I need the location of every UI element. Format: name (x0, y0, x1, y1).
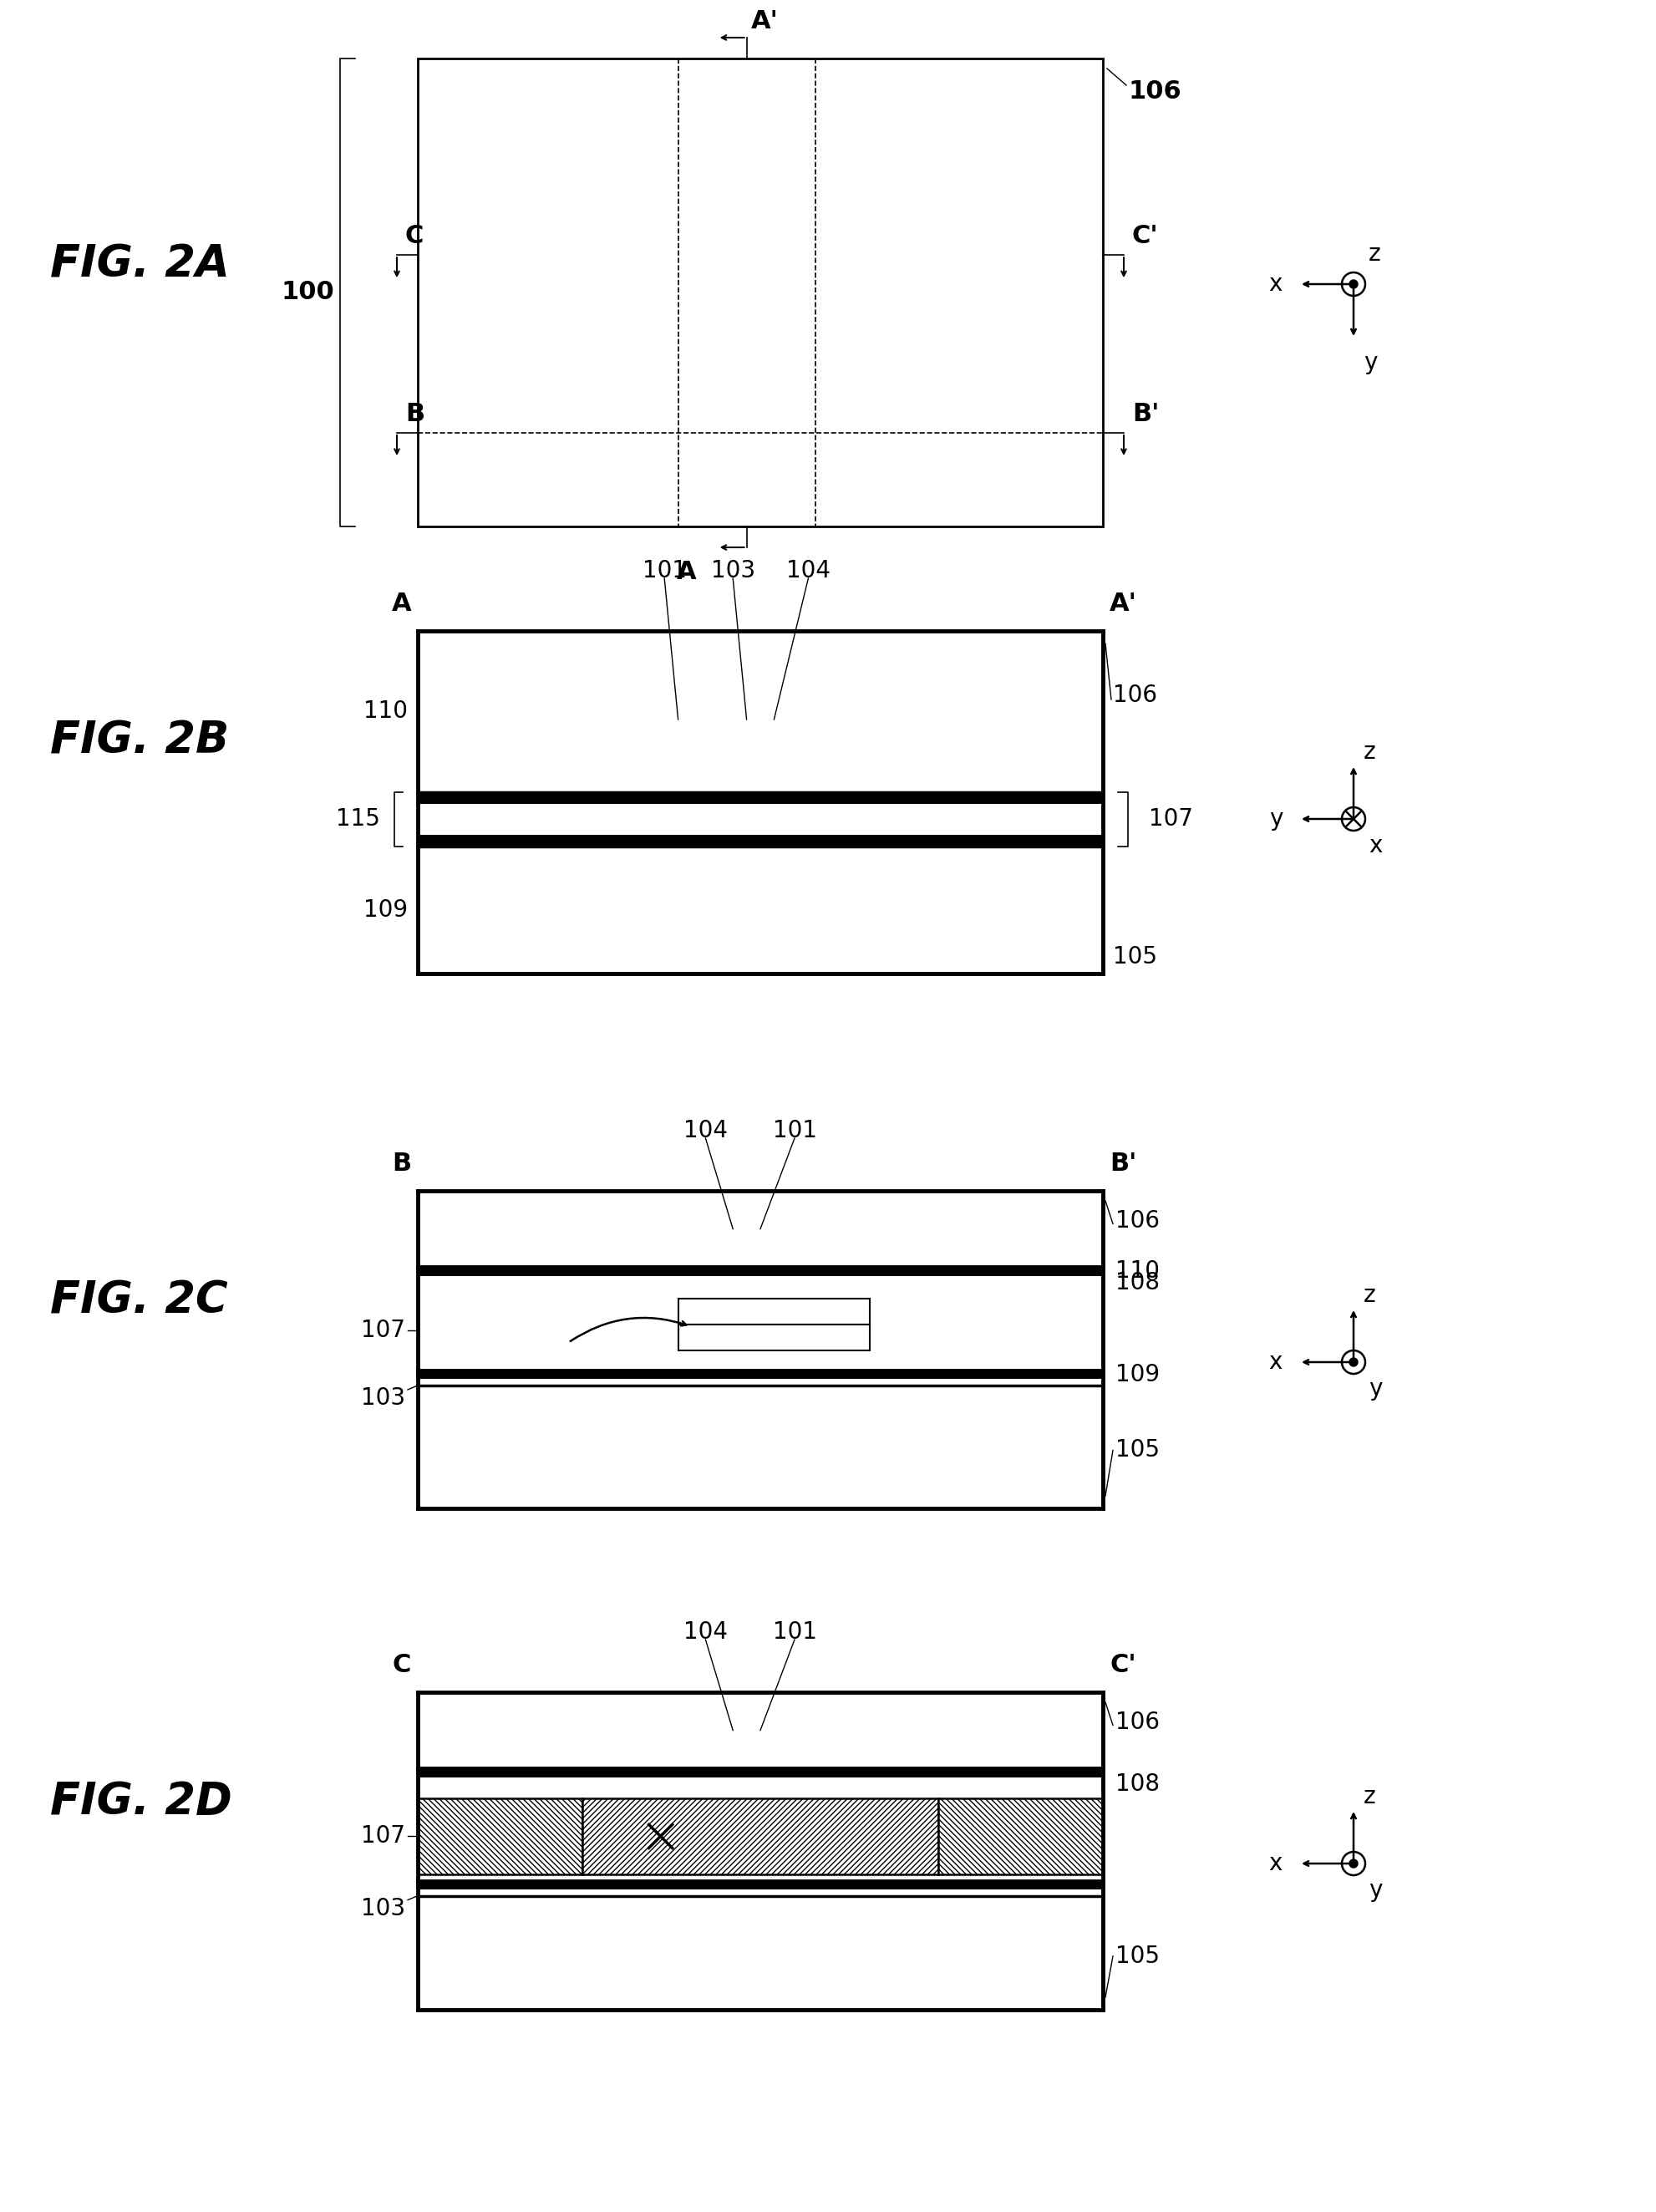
Bar (417, 803, 1103, 834)
Text: C: C (406, 223, 424, 248)
Bar (417, 1798, 583, 1874)
Bar (417, 1371, 1103, 1378)
Text: 110: 110 (1116, 1259, 1159, 1283)
Text: B: B (406, 403, 424, 427)
Circle shape (1350, 1860, 1358, 1867)
Text: 109: 109 (363, 898, 407, 922)
Bar (417, 847, 1103, 973)
Bar (417, 1290, 1103, 1371)
Text: A: A (391, 591, 411, 615)
Text: z: z (1363, 741, 1376, 763)
Bar (417, 1692, 1103, 2011)
Text: C': C' (1133, 223, 1159, 248)
Text: FIG. 2B: FIG. 2B (50, 719, 229, 763)
Text: C': C' (1110, 1652, 1136, 1677)
Text: B: B (392, 1152, 411, 1177)
Text: FIG. 2A: FIG. 2A (50, 243, 230, 285)
Text: 106: 106 (1128, 80, 1181, 104)
Bar (417, 1767, 1103, 1776)
Text: B': B' (1110, 1152, 1136, 1177)
Text: 107: 107 (1149, 807, 1192, 832)
Text: 101: 101 (643, 560, 687, 582)
Text: A': A' (1110, 591, 1138, 615)
Text: 103: 103 (710, 560, 755, 582)
Text: 103: 103 (361, 1387, 406, 1409)
Text: z: z (1363, 1785, 1376, 1809)
Bar (677, 1325, 869, 1352)
Bar (939, 1798, 1103, 1874)
Bar (417, 834, 1103, 847)
Text: FIG. 2D: FIG. 2D (50, 1781, 232, 1823)
Text: 104: 104 (787, 560, 830, 582)
Text: y: y (1368, 1378, 1383, 1400)
Circle shape (1350, 281, 1358, 288)
Text: A: A (677, 560, 697, 584)
Bar (583, 1798, 939, 1874)
Text: z: z (1363, 1283, 1376, 1307)
Bar (417, 1902, 1103, 2011)
Text: 105: 105 (1116, 1438, 1159, 1462)
Text: z: z (1368, 243, 1381, 265)
Bar (417, 1190, 1103, 1509)
Text: 101: 101 (772, 1119, 816, 1141)
Text: x: x (1268, 272, 1282, 296)
Text: x: x (1268, 1851, 1282, 1876)
Text: B': B' (1133, 403, 1159, 427)
Text: 103: 103 (361, 1896, 406, 1920)
Bar (417, 1190, 1103, 1267)
Bar (677, 1298, 869, 1325)
Text: 104: 104 (684, 1621, 727, 1644)
Text: 106: 106 (1113, 684, 1158, 708)
Text: 100: 100 (282, 281, 335, 305)
Bar (417, 58, 1103, 526)
Bar (417, 630, 1103, 973)
Text: 105: 105 (1113, 945, 1158, 969)
Text: 109: 109 (1116, 1363, 1159, 1387)
Text: 108: 108 (1116, 1272, 1159, 1294)
Text: y: y (1363, 352, 1378, 374)
Text: 104: 104 (684, 1119, 727, 1141)
Text: y: y (1368, 1878, 1383, 1902)
Bar (417, 1267, 1103, 1276)
Text: 106: 106 (1116, 1210, 1159, 1232)
Text: A': A' (750, 9, 778, 33)
Text: 115: 115 (336, 807, 381, 832)
Bar (417, 1792, 1103, 1880)
Text: x: x (1368, 834, 1383, 858)
Text: 106: 106 (1116, 1712, 1159, 1734)
Bar (417, 630, 1103, 792)
Circle shape (1350, 1358, 1358, 1367)
Text: FIG. 2C: FIG. 2C (50, 1279, 229, 1323)
Bar (417, 1391, 1103, 1509)
Bar (417, 1880, 1103, 1889)
Text: 101: 101 (772, 1621, 816, 1644)
Text: 108: 108 (1116, 1772, 1159, 1796)
Text: y: y (1268, 807, 1282, 832)
Text: 107: 107 (361, 1825, 406, 1847)
Text: C: C (392, 1652, 411, 1677)
Text: 107: 107 (361, 1318, 406, 1343)
Text: 110: 110 (363, 699, 407, 723)
Text: x: x (1268, 1352, 1282, 1374)
Bar (417, 1692, 1103, 1767)
Text: 105: 105 (1116, 1944, 1159, 1969)
Bar (417, 792, 1103, 803)
